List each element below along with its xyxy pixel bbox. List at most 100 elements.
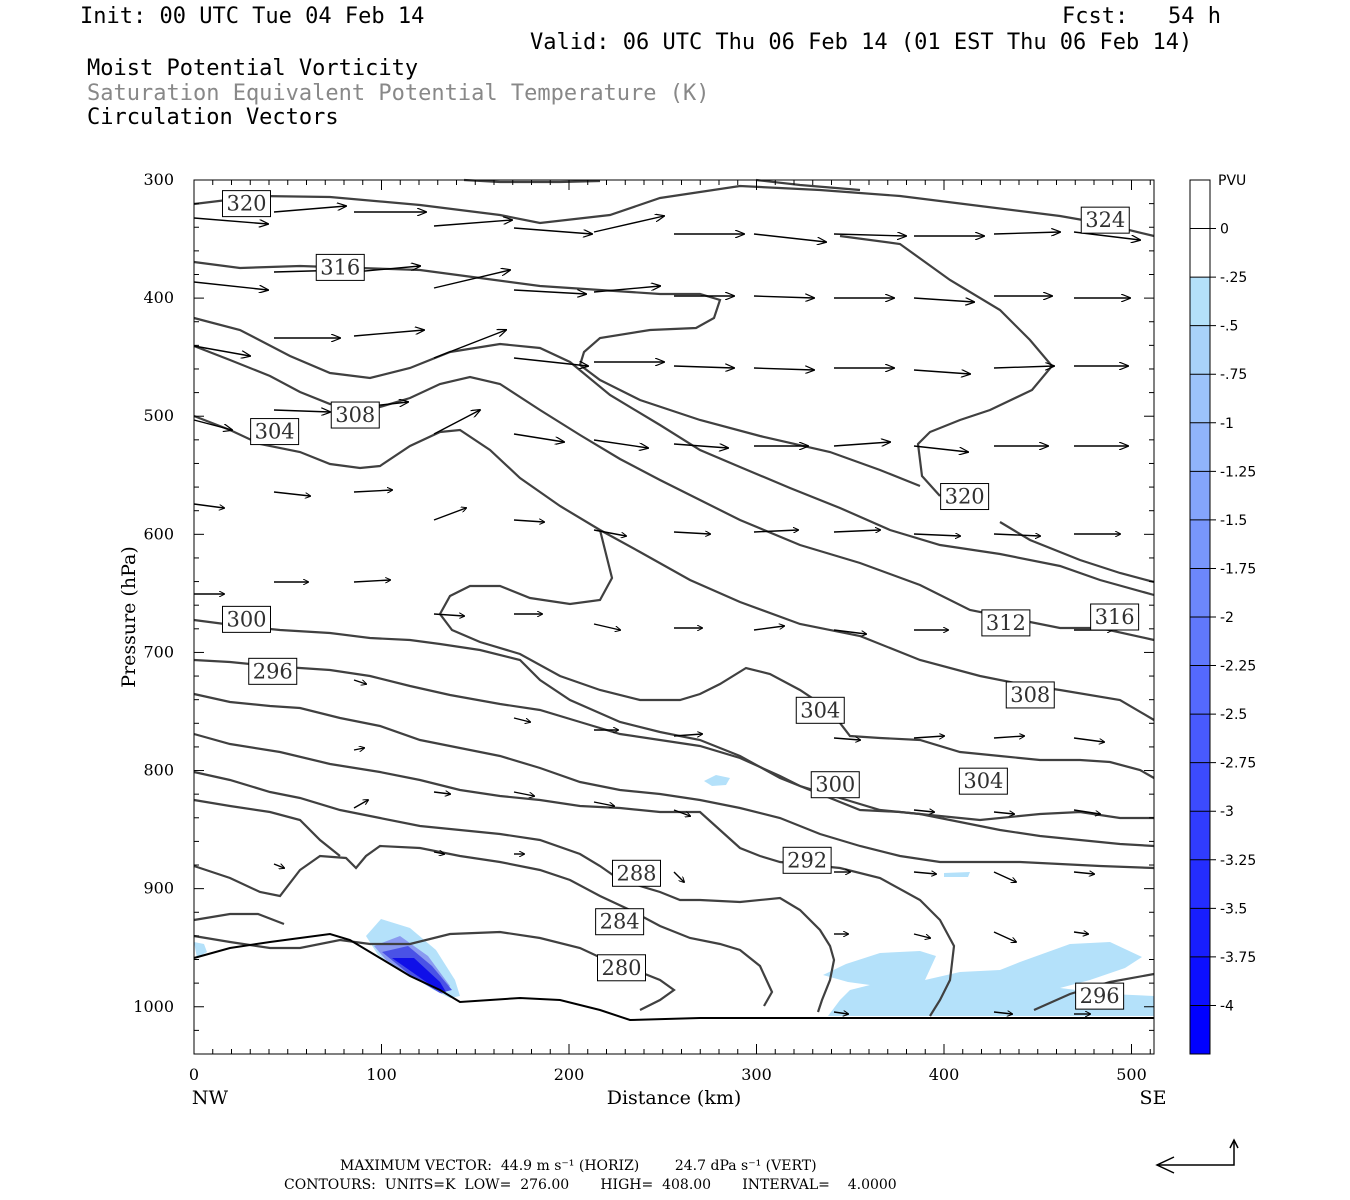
- colorbar-tick-label: 0: [1220, 222, 1229, 238]
- vector-arrow: [753, 626, 784, 631]
- circulation-vectors: [193, 206, 1140, 1014]
- vector-arrow: [833, 234, 906, 236]
- contour-label: 308: [1010, 683, 1050, 707]
- x-tick-label: 300: [741, 1065, 772, 1084]
- vector-arrow: [593, 216, 664, 233]
- vector-arrow: [833, 1012, 848, 1014]
- contour-label: 304: [963, 769, 1003, 793]
- contour-label-box: [612, 859, 661, 887]
- contour-label-box: [810, 771, 860, 799]
- contour-label: 320: [226, 192, 266, 216]
- x-end-right-label: SE: [1140, 1087, 1167, 1109]
- contour-line: [193, 912, 285, 926]
- vector-arrow: [913, 297, 974, 302]
- contour-label-box: [315, 253, 365, 281]
- x-tick-label: 100: [366, 1065, 397, 1084]
- vector-arrow: [753, 530, 798, 532]
- contour-label-box: [1090, 603, 1140, 631]
- colorbar-tick-label: -3.5: [1220, 901, 1247, 917]
- vector-arrow: [433, 508, 466, 521]
- field-title-vectors: Circulation Vectors: [87, 105, 339, 130]
- pv-region-5: [392, 958, 446, 992]
- colorbar-segment: [1190, 471, 1210, 520]
- vector-arrow: [1073, 872, 1094, 874]
- colorbar-segment: [1190, 811, 1210, 860]
- vector-arrow: [593, 623, 620, 630]
- contour-label-box: [782, 846, 832, 874]
- colorbar-segment: [1190, 665, 1210, 715]
- contour-label: 304: [800, 698, 840, 722]
- terrain-line: [193, 932, 1154, 1022]
- contour-line: [999, 521, 1155, 584]
- vector-arrow: [353, 679, 366, 684]
- contour-label-box: [248, 657, 298, 685]
- colorbar-tick-label: -1.5: [1220, 513, 1247, 529]
- contour-line: [193, 930, 676, 1011]
- colorbar-tick-label: -1.75: [1220, 561, 1256, 577]
- colorbar-segment: [1190, 617, 1210, 666]
- contour-label: 280: [601, 956, 641, 980]
- vector-arrow: [993, 1012, 1012, 1014]
- vector-arrow: [433, 792, 450, 794]
- contour-label-box: [1075, 982, 1125, 1010]
- colorbar-segment: [1190, 422, 1210, 472]
- vector-arrow: [993, 232, 1060, 234]
- colorbar-segment: [1190, 374, 1210, 423]
- vector-arrow: [913, 369, 970, 374]
- vector-arrow: [193, 345, 250, 356]
- vector-arrow: [913, 445, 968, 452]
- plot-frame: [193, 179, 1155, 1055]
- vector-arrow: [833, 442, 890, 447]
- colorbar-tick-label: -2.25: [1220, 659, 1256, 675]
- y-tick-label: 400: [143, 288, 174, 307]
- contour-line: [193, 732, 956, 1017]
- vector-arrow: [273, 410, 330, 412]
- pv-region-7: [944, 872, 970, 877]
- colorbar-tick-label: -4: [1220, 998, 1234, 1014]
- colorbar-title: PVU: [1218, 173, 1246, 189]
- vector-arrow: [993, 871, 1016, 882]
- contour-label-box: [981, 609, 1031, 637]
- contour-labels: 320 324 316 308 304 320 300 316 312 296 308 304 300 3…: [222, 190, 1140, 1010]
- vector-arrow: [353, 330, 424, 337]
- colorbar-segment: [1190, 956, 1210, 1006]
- contour-line: [193, 798, 341, 857]
- axes: 300 400 500 600 700 800 900 1000 0 100 200 300 400 50…: [133, 170, 1154, 1084]
- contour-label-box: [795, 696, 845, 724]
- contour-label-box: [250, 418, 300, 446]
- vector-arrow: [673, 366, 734, 368]
- contour-line: [193, 844, 774, 1007]
- vector-arrow: [593, 286, 660, 293]
- contour-line: [193, 618, 1154, 822]
- vector-arrow: [353, 266, 420, 273]
- contour-label: 296: [1080, 984, 1120, 1008]
- contour-label: 312: [986, 611, 1026, 635]
- y-axis-title: Pressure (hPa): [118, 546, 140, 688]
- contour-label-box: [940, 483, 990, 511]
- colorbar-segment: [1190, 859, 1210, 909]
- contour-line: [193, 184, 1155, 238]
- contour-line: [193, 260, 921, 488]
- contour-label: 300: [226, 607, 266, 631]
- colorbar-segment: [1190, 519, 1210, 569]
- colorbar-tick-label: -2.75: [1220, 756, 1256, 772]
- x-axis-title: Distance (km): [607, 1087, 742, 1109]
- colorbar-tick-label: -2.5: [1220, 707, 1247, 723]
- y-tick-label: 500: [143, 406, 174, 425]
- vector-arrow: [593, 439, 648, 448]
- contour-line: [839, 234, 1054, 497]
- x-tick-label: 400: [929, 1065, 960, 1084]
- contour-info-note: CONTOURS: UNITS=K LOW= 276.00 HIGH= 408.…: [284, 1177, 897, 1193]
- pv-region-8: [823, 942, 1154, 1016]
- contour-line: [193, 316, 1155, 597]
- contour-label: 324: [1085, 208, 1125, 232]
- vector-arrow: [433, 220, 512, 227]
- vector-arrow: [593, 801, 614, 806]
- contour-label-box: [958, 767, 1008, 795]
- vector-arrow: [353, 490, 392, 492]
- max-vector-note: MAXIMUM VECTOR: 44.9 m s⁻¹ (HORIZ) 24.7 …: [340, 1158, 817, 1174]
- vector-arrow: [993, 736, 1024, 738]
- contour-label-box: [222, 190, 271, 218]
- field-title-mpv: Moist Potential Vorticity: [87, 56, 419, 81]
- vector-arrow: [833, 738, 860, 740]
